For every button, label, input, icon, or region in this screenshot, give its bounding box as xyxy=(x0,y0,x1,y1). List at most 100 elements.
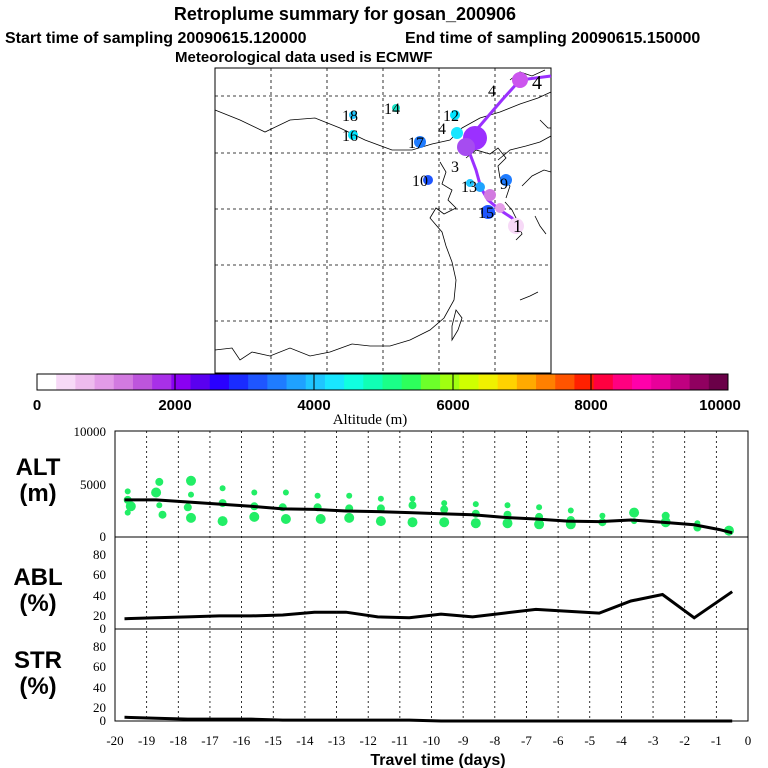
colorbar-cell xyxy=(324,374,345,390)
x-tick-label: -20 xyxy=(106,733,123,748)
x-tick-label: -13 xyxy=(328,733,345,748)
abl-line xyxy=(124,590,734,621)
map-label: 16 xyxy=(342,128,358,145)
alt-scatter-point xyxy=(314,492,321,499)
alt-scatter-point xyxy=(346,492,353,499)
end-time-label: End time of sampling 20090615.150000 xyxy=(405,30,700,47)
x-tick-label: -8 xyxy=(489,733,500,748)
alt-scatter-point xyxy=(441,500,448,507)
met-data-label: Meteorological data used is ECMWF xyxy=(175,49,433,66)
alt-scatter-point xyxy=(502,518,513,529)
colorbar-cell xyxy=(516,374,537,390)
colorbar-cell xyxy=(248,374,268,390)
colorbar-cell xyxy=(171,374,192,390)
map-label: 13 xyxy=(461,179,477,196)
alt-scatter-point xyxy=(217,516,228,527)
plume-dot xyxy=(481,205,495,219)
colorbar-cell xyxy=(209,374,230,390)
timeseries-panels: ALT (m) ABL (%) STR (%) 10000 5000 0 80 … xyxy=(13,424,751,768)
alt-scatter-point xyxy=(408,501,417,510)
map-label: 3 xyxy=(451,159,459,176)
colorbar-cell xyxy=(228,374,249,390)
plume-dot xyxy=(475,182,485,192)
colorbar-tick-labels: 0 2000 4000 6000 8000 10000 xyxy=(33,397,741,414)
x-tick-label: -3 xyxy=(648,733,659,748)
alt-scatter-point xyxy=(158,510,167,519)
colorbar-dividers xyxy=(174,374,592,390)
colorbar-cell xyxy=(440,374,460,390)
alt-scatter-point xyxy=(377,495,384,502)
altitude-colorbar: 0 2000 4000 6000 8000 10000 Altitude (m) xyxy=(33,373,741,428)
colorbar-cell xyxy=(344,374,364,390)
x-tick-label: -2 xyxy=(679,733,690,748)
colorbar-tick: 4000 xyxy=(297,397,330,414)
colorbar-cell xyxy=(612,374,633,390)
colorbar-cell xyxy=(132,374,153,390)
alt-ylabel-line1: ALT xyxy=(16,454,61,481)
x-tick-label: -7 xyxy=(521,733,532,748)
colorbar-cell xyxy=(478,374,499,390)
x-tick-label: -5 xyxy=(584,733,595,748)
colorbar-cell xyxy=(670,374,691,390)
plume-dot xyxy=(484,189,496,201)
alt-ytick: 5000 xyxy=(80,477,106,492)
str-ytick: 40 xyxy=(93,680,106,695)
x-tick-label: -10 xyxy=(423,733,440,748)
alt-scatter-point xyxy=(280,514,291,524)
colorbar-cells xyxy=(37,374,729,390)
plume-dot xyxy=(508,218,524,234)
alt-scatter-point xyxy=(186,475,196,486)
alt-scatter-point xyxy=(219,485,226,492)
alt-scatter xyxy=(123,475,734,536)
map-label: 17 xyxy=(408,135,424,152)
alt-scatter-point xyxy=(375,516,386,527)
start-time-label: Start time of sampling 20090615.120000 xyxy=(5,30,307,47)
x-tick-label: 0 xyxy=(745,733,752,748)
abl-yticks: 80 60 40 20 0 xyxy=(93,547,106,636)
colorbar-cell xyxy=(593,374,614,390)
alt-yticks: 10000 5000 0 xyxy=(74,424,107,544)
abl-ytick: 40 xyxy=(93,588,106,603)
alt-scatter-point xyxy=(440,505,449,514)
alt-ytick: 10000 xyxy=(74,424,107,439)
x-tick-label: -16 xyxy=(233,733,251,748)
colorbar-cell xyxy=(401,374,422,390)
colorbar-cell xyxy=(382,374,403,390)
colorbar-cell xyxy=(574,374,595,390)
map-label: 4 xyxy=(488,83,496,100)
map-panel: 18 16 14 17 12 4 4 4 3 10 9 13 15 1 xyxy=(214,67,552,374)
plume-dot xyxy=(348,130,358,140)
x-tick-label: -11 xyxy=(391,733,408,748)
alt-scatter-point xyxy=(599,512,606,519)
str-ylabel-line1: STR xyxy=(14,647,62,674)
alt-scatter-point xyxy=(567,507,574,514)
plume-dot xyxy=(392,104,400,112)
str-ytick: 20 xyxy=(93,700,106,715)
alt-scatter-point xyxy=(156,502,163,509)
plume-dot xyxy=(450,110,460,120)
alt-scatter-point xyxy=(504,502,511,509)
x-tick-labels: -20 -19 -18 -17 -16 -15 -14 -13 -12 -11 -10 -9 -8 -7-… xyxy=(106,733,751,748)
alt-scatter-point xyxy=(407,517,418,528)
map-label: 1 xyxy=(513,216,522,236)
alt-scatter-point xyxy=(315,514,326,524)
alt-scatter-point xyxy=(536,504,543,511)
str-ytick: 60 xyxy=(93,659,106,674)
alt-line xyxy=(124,498,733,535)
alt-scatter-point xyxy=(470,518,481,529)
colorbar-cell xyxy=(689,374,710,390)
map-label: 12 xyxy=(443,108,459,125)
x-tick-label: -14 xyxy=(296,733,314,748)
plume-dot xyxy=(500,174,512,186)
alt-scatter-point xyxy=(183,503,192,512)
plume-dot xyxy=(414,136,426,148)
x-tick-label: -4 xyxy=(616,733,627,748)
colorbar-cell xyxy=(363,374,383,390)
alt-scatter-point xyxy=(151,487,162,498)
alt-scatter-point xyxy=(186,512,196,523)
str-line xyxy=(124,715,733,723)
alt-scatter-point xyxy=(409,495,416,502)
colorbar-cell xyxy=(632,374,652,390)
plume-dot xyxy=(451,127,463,139)
